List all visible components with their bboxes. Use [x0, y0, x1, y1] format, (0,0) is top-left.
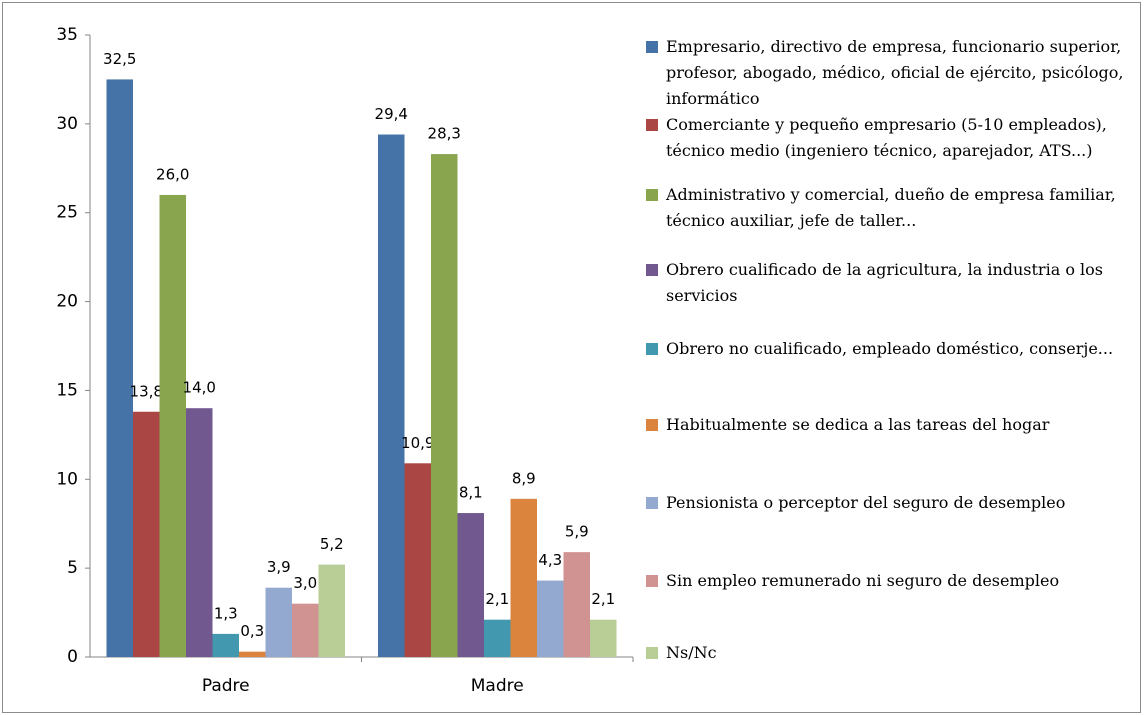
- bar: [563, 552, 590, 657]
- bar: [378, 134, 405, 657]
- y-tick-label: 15: [56, 380, 78, 400]
- y-tick-label: 20: [56, 292, 78, 312]
- bar: [239, 651, 266, 657]
- data-label: 4,3: [538, 551, 562, 569]
- legend-label: Empresario, directivo de empresa, funcio…: [666, 37, 1124, 108]
- data-label: 29,4: [375, 105, 408, 123]
- legend-entry: Comerciante y pequeño empresario (5-10 e…: [640, 112, 1140, 164]
- y-tick-label: 0: [67, 647, 78, 667]
- data-label: 10,9: [401, 434, 434, 452]
- legend-entry: Habitualmente se dedica a las tareas del…: [640, 412, 1140, 438]
- legend-swatch: [646, 497, 658, 509]
- data-label: 14,0: [183, 379, 216, 397]
- legend-label: Obrero cualificado de la agricultura, la…: [666, 260, 1103, 305]
- legend-entry: Obrero cualificado de la agricultura, la…: [640, 257, 1140, 309]
- data-label: 2,1: [485, 590, 509, 608]
- legend: Empresario, directivo de empresa, funcio…: [640, 0, 1140, 715]
- bar: [318, 564, 345, 657]
- y-tick-label: 30: [56, 114, 78, 134]
- legend-label: Obrero no cualificado, empleado doméstic…: [666, 339, 1114, 358]
- data-label: 5,9: [565, 523, 589, 541]
- bar: [106, 79, 133, 657]
- legend-label: Pensionista o perceptor del seguro de de…: [666, 493, 1066, 512]
- x-tick-label: Madre: [471, 676, 524, 696]
- legend-swatch: [646, 575, 658, 587]
- legend-entry: Pensionista o perceptor del seguro de de…: [640, 490, 1140, 516]
- y-tick-label: 35: [56, 25, 78, 45]
- y-tick-label: 5: [67, 558, 78, 578]
- bar: [133, 411, 160, 657]
- data-label: 28,3: [428, 125, 461, 143]
- legend-label: Habitualmente se dedica a las tareas del…: [666, 415, 1050, 434]
- bar: [431, 154, 458, 657]
- bar: [457, 513, 484, 657]
- data-label: 13,8: [130, 382, 163, 400]
- bar: [537, 580, 564, 657]
- bar: [265, 587, 292, 657]
- data-label: 1,3: [214, 604, 238, 622]
- data-label: 2,1: [591, 590, 615, 608]
- y-tick-label: 10: [56, 469, 78, 489]
- bar: [510, 498, 537, 657]
- bar: [404, 463, 431, 657]
- bar: [212, 633, 239, 657]
- legend-swatch: [646, 41, 658, 53]
- data-label: 5,2: [320, 535, 344, 553]
- legend-label: Comerciante y pequeño empresario (5-10 e…: [666, 115, 1107, 160]
- data-label: 0,3: [240, 622, 264, 640]
- y-tick-label: 25: [56, 203, 78, 223]
- data-label: 26,0: [156, 165, 189, 183]
- legend-swatch: [646, 419, 658, 431]
- data-label: 3,9: [267, 558, 291, 576]
- legend-label: Sin empleo remunerado ni seguro de desem…: [666, 571, 1060, 590]
- legend-entry: Empresario, directivo de empresa, funcio…: [640, 34, 1140, 112]
- legend-swatch: [646, 189, 658, 201]
- bar: [159, 194, 186, 657]
- legend-swatch: [646, 647, 658, 659]
- bar: [292, 603, 319, 657]
- legend-swatch: [646, 343, 658, 355]
- legend-entry: Obrero no cualificado, empleado doméstic…: [640, 336, 1140, 362]
- legend-label: Ns/Nc: [666, 643, 717, 662]
- legend-swatch: [646, 264, 658, 276]
- legend-label: Administrativo y comercial, dueño de emp…: [666, 185, 1116, 230]
- legend-entry: Ns/Nc: [640, 640, 1140, 666]
- legend-swatch: [646, 119, 658, 131]
- legend-entry: Administrativo y comercial, dueño de emp…: [640, 182, 1140, 234]
- bar: [186, 408, 213, 657]
- bar: [590, 619, 617, 657]
- x-tick-label: Padre: [202, 676, 250, 696]
- data-label: 8,9: [512, 469, 536, 487]
- data-label: 8,1: [459, 484, 483, 502]
- legend-entry: Sin empleo remunerado ni seguro de desem…: [640, 568, 1140, 594]
- data-label: 3,0: [293, 574, 317, 592]
- bar: [484, 619, 511, 657]
- data-label: 32,5: [103, 50, 136, 68]
